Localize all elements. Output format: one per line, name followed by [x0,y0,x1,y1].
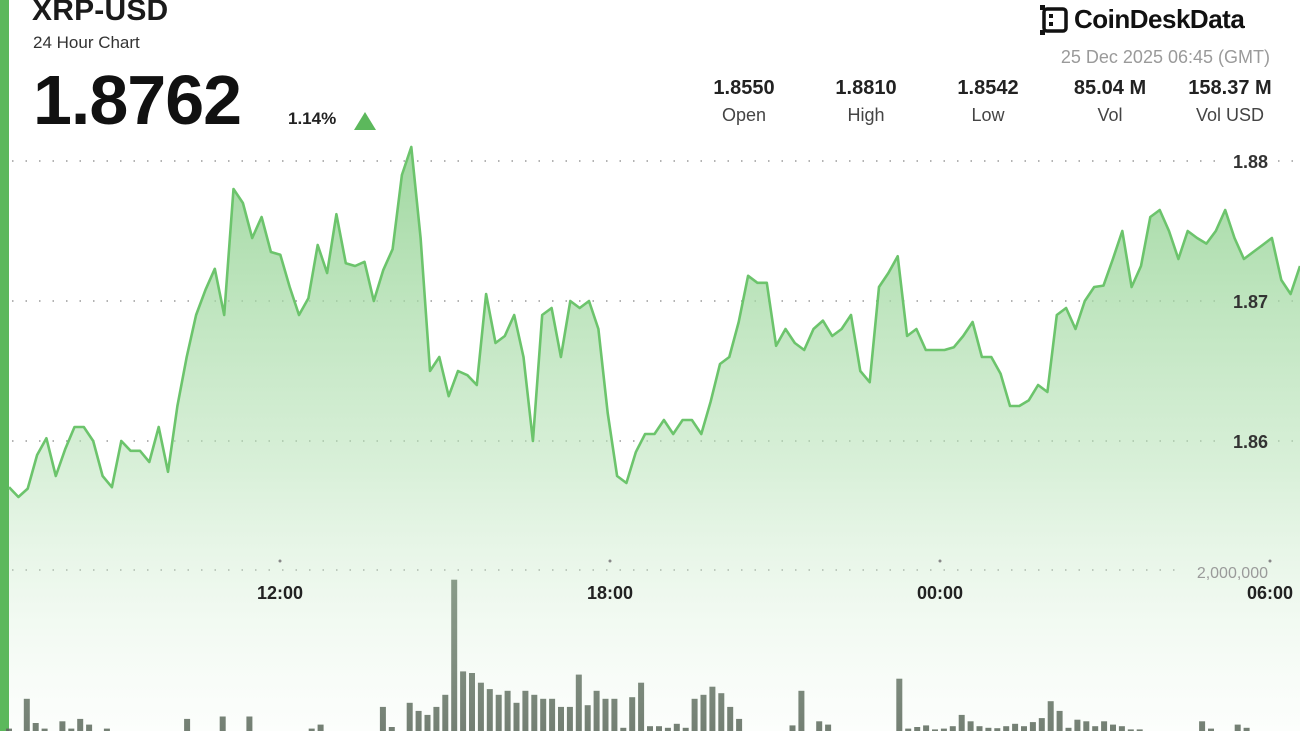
stat-label: Low [971,105,1005,125]
y-tick-label: 1.87 [1233,292,1268,312]
price-line [8,145,1300,499]
stat-vol: 85.04 M Vol [1050,77,1170,126]
timestamp: 25 Dec 2025 06:45 (GMT) [1060,47,1270,67]
stat-value: 158.37 M [1188,77,1272,99]
x-tick-label: 06:00 [1247,583,1293,603]
accent-bar [0,0,9,731]
brand-logo: CoinDeskData [1040,4,1245,35]
x-axis-labels: 12:00 18:00 00:00 06:00 [257,559,1293,603]
y-tick-label: 1.86 [1233,432,1268,452]
stat-label: High [847,105,885,125]
stat-value: 1.8810 [835,77,897,99]
chart-subtitle: 24 Hour Chart [33,33,140,52]
current-price: 1.8762 [33,61,242,139]
stat-high: 1.8810 High [806,77,926,126]
brand-name: CoinDeskData [1074,4,1245,34]
x-tick-mark [608,559,612,563]
symbol-title: XRP-USD [32,0,169,27]
price-area [9,147,1300,731]
y-tick-label: 1.88 [1233,152,1268,172]
x-tick-label: 18:00 [587,583,633,603]
x-tick-label: 00:00 [917,583,963,603]
x-tick-mark [278,559,282,563]
x-tick-mark [1268,559,1272,563]
stat-low: 1.8542 Low [928,77,1048,126]
stat-open: 1.8550 Open [684,77,804,126]
stat-label: Vol [1097,105,1123,125]
stat-value: 85.04 M [1073,77,1147,99]
stat-vol-usd: 158.37 M Vol USD [1170,77,1290,126]
stats-row: 1.8550 Open 1.8810 High 1.8542 Low 85.04… [0,77,1300,137]
stat-value: 1.8542 [957,77,1019,99]
stat-label: Vol USD [1195,105,1265,125]
y-axis-labels: 1.88 1.87 1.86 [1233,152,1268,452]
x-tick-mark [938,559,942,563]
stat-label: Open [721,105,767,125]
coindesk-icon [1040,4,1068,35]
stat-value: 1.8550 [713,77,775,99]
price-change: 1.14% [288,109,337,128]
up-arrow-icon [354,112,376,130]
volume-tick-label: 2,000,000 [1197,565,1268,582]
x-tick-label: 12:00 [257,583,303,603]
